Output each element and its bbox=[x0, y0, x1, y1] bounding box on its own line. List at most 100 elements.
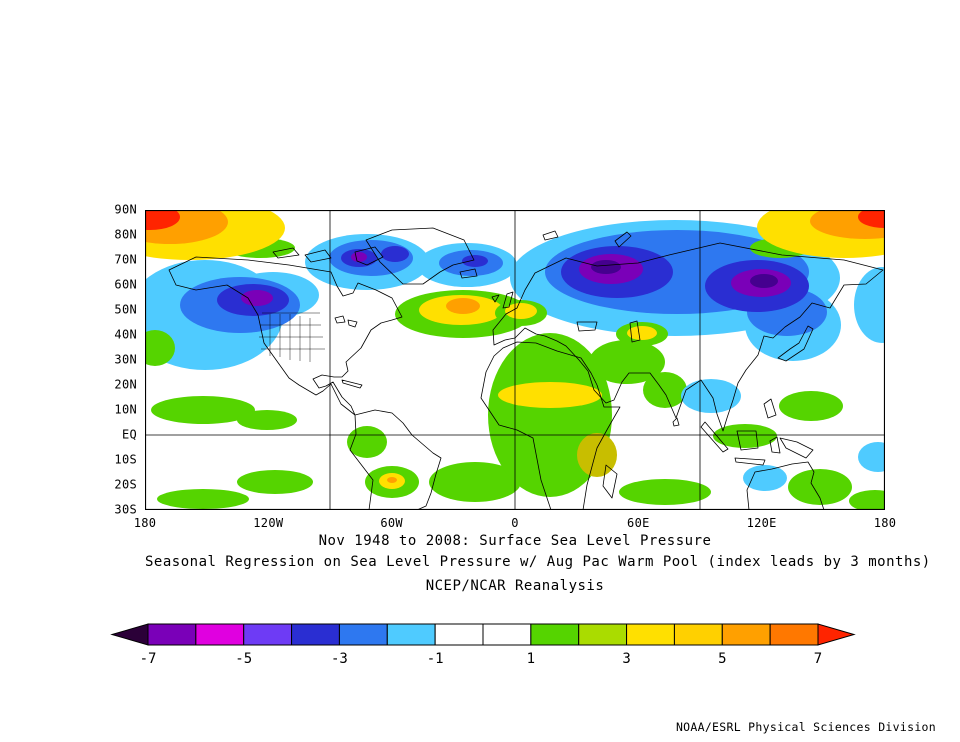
lon-label-6-180: 180 bbox=[873, 516, 897, 530]
anomaly-fills bbox=[145, 210, 885, 510]
colorbar-cell-3 bbox=[291, 623, 340, 646]
anomaly-region-sahel-high-core bbox=[498, 382, 602, 408]
anomaly-region-sw-pacific-low bbox=[858, 442, 885, 472]
colorbar-cell-5 bbox=[386, 623, 436, 646]
coast-borneo bbox=[736, 430, 759, 451]
lon-label-0-180: 180 bbox=[133, 516, 157, 530]
anomaly-region-east-africa-high-core bbox=[577, 433, 617, 477]
coast-cuba bbox=[341, 379, 363, 389]
lat-label-10N: 10N bbox=[114, 402, 137, 417]
anomaly-region-india-high bbox=[643, 372, 687, 408]
anomaly-region-caspian-high-core bbox=[627, 326, 657, 340]
anomaly-region-nw-south-america-high bbox=[347, 426, 387, 458]
anomaly-region-coral-sea-high bbox=[788, 469, 852, 505]
coast-uk bbox=[502, 291, 514, 309]
anomaly-region-arctic-west-high-core bbox=[145, 210, 180, 230]
lake-huron-erie bbox=[347, 319, 358, 328]
coast-java bbox=[734, 457, 766, 466]
lat-label-20N: 20N bbox=[114, 377, 137, 392]
lat-label-90N: 90N bbox=[114, 202, 137, 217]
colorbar-arrow-left bbox=[110, 623, 149, 646]
coast-new-guinea bbox=[779, 437, 814, 459]
map-plot bbox=[145, 210, 885, 510]
anomaly-region-south-atlantic-high bbox=[429, 462, 521, 502]
colorbar-cell-10 bbox=[626, 623, 675, 646]
black-sea bbox=[576, 321, 598, 332]
colorbar-label-5: 5 bbox=[718, 651, 726, 667]
coast-south-america bbox=[349, 409, 442, 510]
colorbar-cell-8 bbox=[530, 623, 580, 646]
colorbar-cell-9 bbox=[578, 623, 628, 646]
anomaly-region-midlat-pacific-high-edge bbox=[145, 330, 175, 366]
lat-axis: 90N 80N 70N 60N 50N 40N 30N 20N 10N EQ 10S 20S 30S bbox=[95, 202, 141, 516]
colorbar-cell-2 bbox=[243, 623, 293, 646]
coast-sri-lanka bbox=[672, 417, 680, 427]
coast-baffin-island bbox=[354, 246, 384, 266]
anomaly-region-north-pacific-low-center bbox=[241, 290, 273, 306]
anomaly-region-nw-australia-low bbox=[743, 465, 787, 491]
lat-label-80N: 80N bbox=[114, 227, 137, 242]
colorbar-label--5: -5 bbox=[235, 651, 252, 667]
colorbar-arrow-right bbox=[817, 623, 856, 646]
lat-label-30S: 30S bbox=[114, 502, 137, 517]
coast-sulawesi bbox=[769, 436, 781, 454]
colorbar-label-3: 3 bbox=[622, 651, 630, 667]
coast-arctic-islands-2 bbox=[272, 247, 300, 259]
lat-label-10S: 10S bbox=[114, 452, 137, 467]
colorbar-cell-12 bbox=[721, 623, 771, 646]
anomaly-region-west-pacific-high bbox=[779, 391, 843, 421]
anomaly-region-south-america-high-core bbox=[387, 477, 397, 483]
lat-label-20S: 20S bbox=[114, 477, 137, 492]
colorbar-label--1: -1 bbox=[427, 651, 444, 667]
anomaly-region-arctic-east-high-core bbox=[858, 210, 885, 228]
coast-philippines bbox=[763, 398, 777, 419]
colorbar: -7 -5 -3 -1 1 3 5 7 bbox=[110, 623, 856, 667]
anomaly-region-west-siberia-low-min bbox=[591, 260, 621, 274]
lon-axis: 180 120W 60W 0 60E 120E 180 bbox=[134, 514, 896, 532]
lat-label-60N: 60N bbox=[114, 277, 137, 292]
map-wrap bbox=[145, 210, 885, 510]
title-block: Nov 1948 to 2008: Surface Sea Level Pres… bbox=[145, 531, 931, 597]
coast-sumatra bbox=[700, 421, 729, 453]
colorbar-label--3: -3 bbox=[331, 651, 348, 667]
coast-greenland bbox=[365, 227, 475, 285]
page-subtitle: Seasonal Regression on Sea Level Pressur… bbox=[145, 554, 931, 570]
coast-australia bbox=[746, 461, 825, 510]
anomaly-region-south-pacific-high bbox=[157, 489, 249, 509]
anomaly-region-south-indian-high bbox=[619, 479, 711, 505]
lon-label-2-60W: 60W bbox=[380, 516, 403, 530]
page-title: Nov 1948 to 2008: Surface Sea Level Pres… bbox=[318, 533, 712, 549]
coastlines bbox=[168, 227, 884, 510]
coast-eurasia bbox=[492, 242, 884, 432]
lake-superior bbox=[334, 315, 346, 324]
caspian-sea bbox=[629, 320, 641, 343]
colorbar-cell-0 bbox=[147, 623, 197, 646]
anomaly-region-east-siberia-low-min bbox=[750, 274, 778, 288]
lat-label-40N: 40N bbox=[114, 327, 137, 342]
lon-label-1-120W: 120W bbox=[253, 516, 284, 530]
anomaly-region-bay-of-bengal-low bbox=[681, 379, 741, 413]
us-state-borders bbox=[259, 312, 325, 362]
coast-japan bbox=[777, 325, 814, 362]
colorbar-label-7: 7 bbox=[814, 651, 822, 667]
coast-ireland bbox=[491, 294, 500, 303]
lat-label-30N: 30N bbox=[114, 352, 137, 367]
lat-label-70N: 70N bbox=[114, 252, 137, 267]
coast-novaya-zemlya bbox=[614, 231, 632, 248]
coast-madagascar bbox=[602, 464, 618, 499]
colorbar-cell-4 bbox=[338, 623, 388, 646]
anomaly-region-north-atlantic-high-core bbox=[446, 298, 480, 314]
lon-label-5-120E: 120E bbox=[746, 516, 777, 530]
colorbar-cell-7 bbox=[482, 623, 532, 646]
colorbar-cell-6 bbox=[434, 623, 484, 646]
coast-svalbard bbox=[542, 230, 559, 241]
anomaly-region-southeast-pacific-high bbox=[237, 470, 313, 494]
gridlines bbox=[145, 210, 885, 510]
anomaly-region-dateline-low-outer bbox=[854, 267, 885, 343]
coast-north-america bbox=[168, 256, 403, 416]
colorbar-cell-11 bbox=[673, 623, 723, 646]
anomaly-region-baffin-low-core bbox=[381, 246, 409, 262]
anomaly-region-central-pacific-high-e bbox=[237, 410, 297, 430]
coast-arctic-islands-1 bbox=[304, 249, 332, 263]
